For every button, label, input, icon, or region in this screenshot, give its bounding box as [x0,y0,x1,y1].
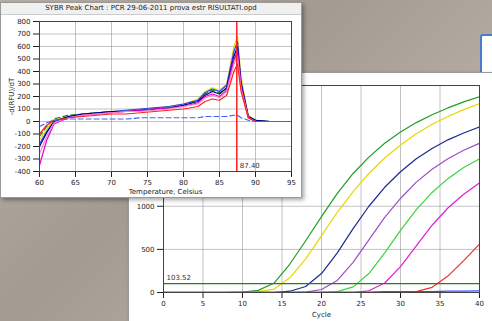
svg-text:30: 30 [396,300,405,308]
svg-text:75: 75 [143,179,152,187]
svg-text:85: 85 [215,179,224,187]
svg-text:800: 800 [17,18,30,26]
svg-text:1000: 1000 [137,202,155,210]
svg-text:Temperature, Celsius: Temperature, Celsius [128,188,203,196]
svg-text:600: 600 [17,43,30,51]
svg-text:90: 90 [251,179,260,187]
svg-text:-200: -200 [15,143,31,151]
svg-text:35: 35 [436,300,445,308]
svg-text:100: 100 [17,105,30,113]
svg-text:200: 200 [17,93,30,101]
svg-text:700: 700 [17,30,30,38]
svg-text:40: 40 [475,300,484,308]
svg-text:0: 0 [26,118,30,126]
svg-text:10: 10 [238,300,247,308]
svg-text:5: 5 [201,300,205,308]
svg-text:-400: -400 [15,168,31,176]
svg-text:87.40: 87.40 [240,162,260,170]
svg-text:103.52: 103.52 [167,274,192,282]
svg-text:15: 15 [278,300,287,308]
svg-text:60: 60 [35,179,44,187]
svg-text:95: 95 [287,179,296,187]
svg-text:500: 500 [141,246,154,254]
svg-text:500: 500 [17,55,30,63]
svg-text:-300: -300 [15,155,31,163]
svg-text:20: 20 [317,300,326,308]
svg-text:25: 25 [357,300,366,308]
svg-text:-d(RFU)/dT: -d(RFU)/dT [8,77,16,115]
svg-text:70: 70 [107,179,116,187]
svg-text:-100: -100 [15,130,31,138]
svg-text:Cycle: Cycle [312,311,331,319]
html-text:SYBR Peak Chart : PCR 29-06-20: SYBR Peak Chart : PCR 29-06-2011 prova e… [45,4,257,12]
svg-text:0: 0 [161,300,165,308]
svg-text:0: 0 [150,289,154,297]
svg-text:80: 80 [179,179,188,187]
svg-text:400: 400 [17,68,30,76]
svg-text:300: 300 [17,80,30,88]
svg-text:65: 65 [71,179,80,187]
